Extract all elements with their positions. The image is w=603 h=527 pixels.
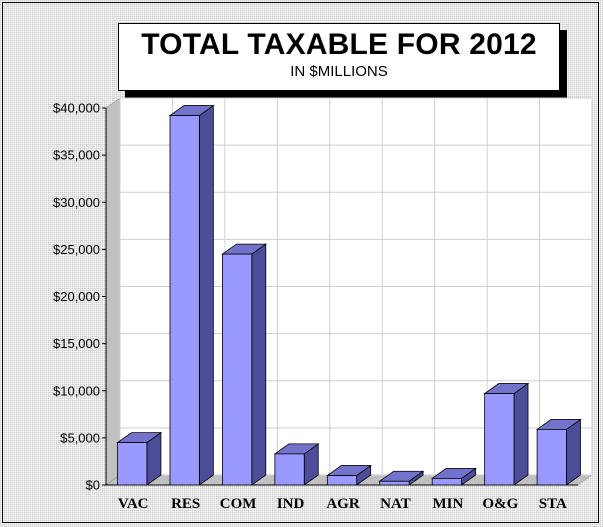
- bar-side: [566, 418, 581, 486]
- bar-side: [198, 104, 214, 486]
- chart-frame: [2, 2, 599, 523]
- y-tick-label: $15,000: [53, 336, 100, 351]
- chart-title: TOTAL TAXABLE FOR 2012: [141, 28, 537, 61]
- bar-side: [251, 243, 267, 486]
- bar: [117, 442, 148, 486]
- x-tick-label: AGR: [326, 496, 360, 512]
- bar: [431, 478, 462, 486]
- x-tick-label: NAT: [380, 496, 411, 512]
- bar: [222, 253, 253, 486]
- x-tick-label: IND: [277, 496, 305, 512]
- bar: [326, 475, 358, 486]
- bar: [536, 428, 567, 486]
- chart-side-wall: [105, 97, 121, 486]
- y-tick-label: $5,000: [60, 430, 100, 445]
- y-tick-label: $0: [86, 478, 100, 493]
- x-tick-label: O&G: [482, 496, 518, 512]
- x-tick-label: RES: [171, 496, 200, 512]
- y-tick-label: $30,000: [53, 195, 100, 210]
- bar: [274, 453, 305, 486]
- y-tick-label: $10,000: [53, 383, 100, 398]
- bar: [379, 480, 410, 486]
- y-tick-label: $40,000: [53, 101, 100, 116]
- y-tick-label: $20,000: [53, 289, 100, 304]
- y-tick-label: $35,000: [53, 148, 100, 163]
- chart-subtitle: IN $MILLIONS: [290, 63, 388, 80]
- bar-side: [513, 382, 529, 486]
- y-tick-label: $25,000: [53, 242, 100, 257]
- x-tick-label: STA: [539, 496, 567, 512]
- x-tick-label: VAC: [118, 496, 149, 512]
- x-tick-label: COM: [220, 496, 257, 512]
- x-tick-label: MIN: [432, 496, 463, 512]
- bar: [169, 115, 200, 486]
- title-box: TOTAL TAXABLE FOR 2012 IN $MILLIONS: [118, 23, 560, 91]
- bar: [484, 393, 515, 486]
